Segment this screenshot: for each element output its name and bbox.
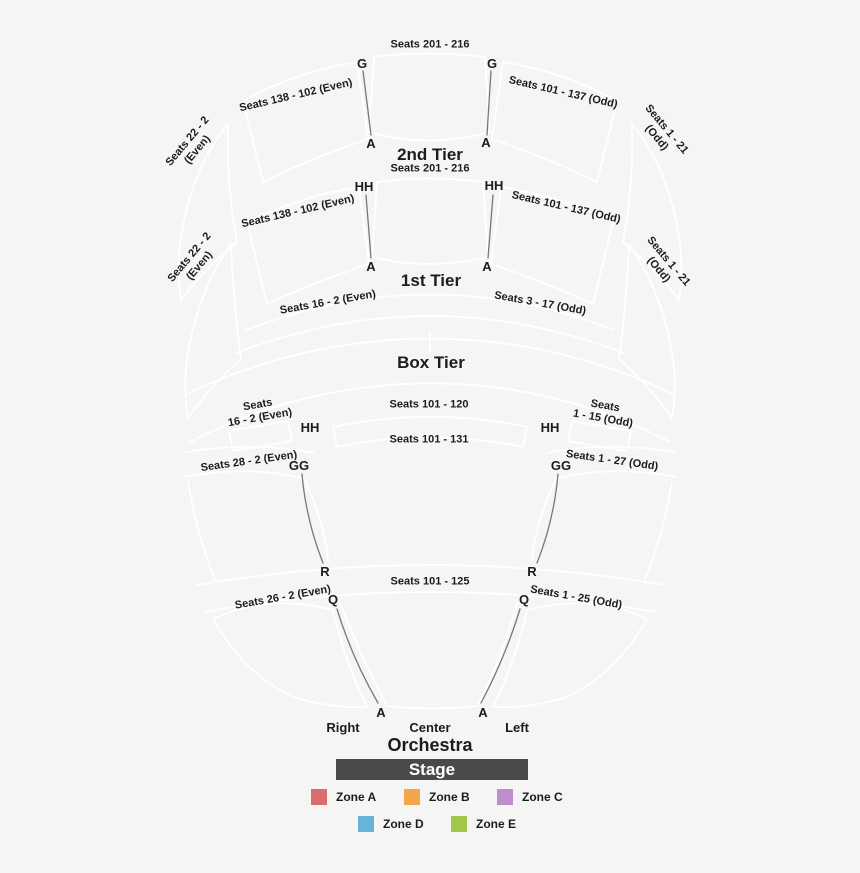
legend-zone-a: Zone A [311, 789, 376, 805]
second-tier-subtitle: Seats 201 - 216 [390, 162, 470, 175]
second-tier-row-a-right: A [481, 135, 491, 151]
box-tier-row-hh-right: HH [540, 420, 560, 436]
first-tier-row-a-right: A [482, 259, 492, 275]
zone-c-label: Zone C [522, 790, 563, 804]
box-tier-center-top-range: Seats 101 - 120 [389, 398, 469, 411]
orchestra-section-center: Center [409, 720, 451, 736]
first-tier-center-section [371, 177, 489, 265]
zone-c-swatch [497, 789, 513, 805]
connector-gg-r-left [301, 473, 324, 564]
orchestra-row-a-left: A [376, 705, 386, 721]
connector-g-a-left [362, 70, 372, 136]
connector-q-a-right [480, 608, 521, 704]
box-tier-left-curve [303, 478, 329, 561]
box-tier-right-box [567, 420, 632, 452]
orchestra-right-outer-arc [643, 481, 673, 583]
orchestra-row-r-left: R [320, 564, 330, 580]
first-tier-far-right-section [618, 243, 676, 419]
legend-zone-d: Zone D [358, 816, 424, 832]
box-tier-title: Box Tier [397, 352, 465, 372]
connector-q-a-left [336, 608, 379, 704]
box-tier-row-gg-left: GG [288, 458, 310, 474]
first-tier-title: 1st Tier [400, 270, 462, 290]
first-tier-front-arc-bottom [235, 315, 625, 354]
orchestra-left-section-shape [492, 602, 648, 709]
zone-e-swatch [451, 816, 467, 832]
first-tier-row-hh-left: HH [354, 179, 374, 195]
connector-gg-r-right [536, 473, 559, 564]
second-tier-left-section [242, 61, 369, 183]
box-tier-center-bottom-range: Seats 101 - 131 [389, 433, 469, 446]
legend-zone-b: Zone B [404, 789, 470, 805]
orchestra-right-section-shape [212, 602, 368, 709]
first-tier-right-section [490, 186, 614, 305]
box-tier-rear-right-band-top [545, 445, 675, 454]
stage-bar: Stage [336, 759, 528, 780]
orchestra-rear-band-bottom [203, 591, 657, 613]
orchestra-section-left: Left [505, 720, 529, 736]
first-tier-front-arc-top [245, 293, 615, 331]
box-tier-row-hh-left: HH [300, 420, 320, 436]
orchestra-title: Orchestra [387, 735, 473, 756]
first-tier-far-left-section [184, 243, 242, 419]
orchestra-row-a-right: A [478, 705, 488, 721]
box-tier-left-box [228, 420, 293, 452]
first-tier-row-a-left: A [366, 259, 376, 275]
second-tier-title: 2nd Tier [397, 144, 463, 164]
box-tier-rear-right-band-bottom [557, 470, 677, 479]
orchestra-left-outer-arc [187, 481, 217, 583]
zone-b-swatch [404, 789, 420, 805]
second-tier-right-section [491, 61, 618, 183]
box-tier-right-curve [531, 478, 557, 561]
row-connector-lines [301, 70, 559, 704]
connector-hh-a-right [487, 194, 494, 259]
orchestra-row-q-right: Q [518, 592, 530, 608]
second-tier-center-section [368, 52, 491, 142]
connector-g-a-right [486, 70, 492, 136]
box-tier-rear-left-band-bottom [183, 470, 303, 479]
box-tier-row-gg-right: GG [550, 458, 572, 474]
orchestra-rear-range: Seats 101 - 125 [390, 575, 470, 588]
zone-e-label: Zone E [476, 817, 517, 831]
second-tier-row-a-left: A [366, 136, 376, 152]
zone-a-swatch [311, 789, 327, 805]
box-tier-front-arc [189, 382, 671, 443]
zone-d-label: Zone D [383, 817, 424, 831]
box-tier-rear-left-band-top [185, 445, 315, 454]
orchestra-rear-band-top [195, 564, 665, 586]
first-tier-left-section [246, 186, 370, 305]
second-tier-far-left-section [177, 123, 238, 301]
orchestra-row-q-left: Q [327, 592, 339, 608]
first-tier-row-hh-right: HH [484, 178, 504, 194]
orchestra-center-section [339, 602, 518, 710]
connector-hh-a-left [365, 194, 372, 259]
second-tier-row-g-left: G [356, 56, 368, 72]
second-tier-row-g-right: G [486, 56, 498, 72]
legend-zone-e: Zone E [451, 816, 516, 832]
zone-b-label: Zone B [429, 790, 470, 804]
box-tier-center-band [332, 416, 528, 448]
zone-a-label: Zone A [336, 790, 377, 804]
second-tier-top-range: Seats 201 - 216 [390, 38, 470, 51]
orchestra-row-r-right: R [527, 564, 537, 580]
section-outlines [177, 52, 683, 710]
second-tier-far-right-section [622, 123, 683, 301]
orchestra-section-right: Right [326, 720, 360, 736]
legend-zone-c: Zone C [497, 789, 563, 805]
zone-d-swatch [358, 816, 374, 832]
